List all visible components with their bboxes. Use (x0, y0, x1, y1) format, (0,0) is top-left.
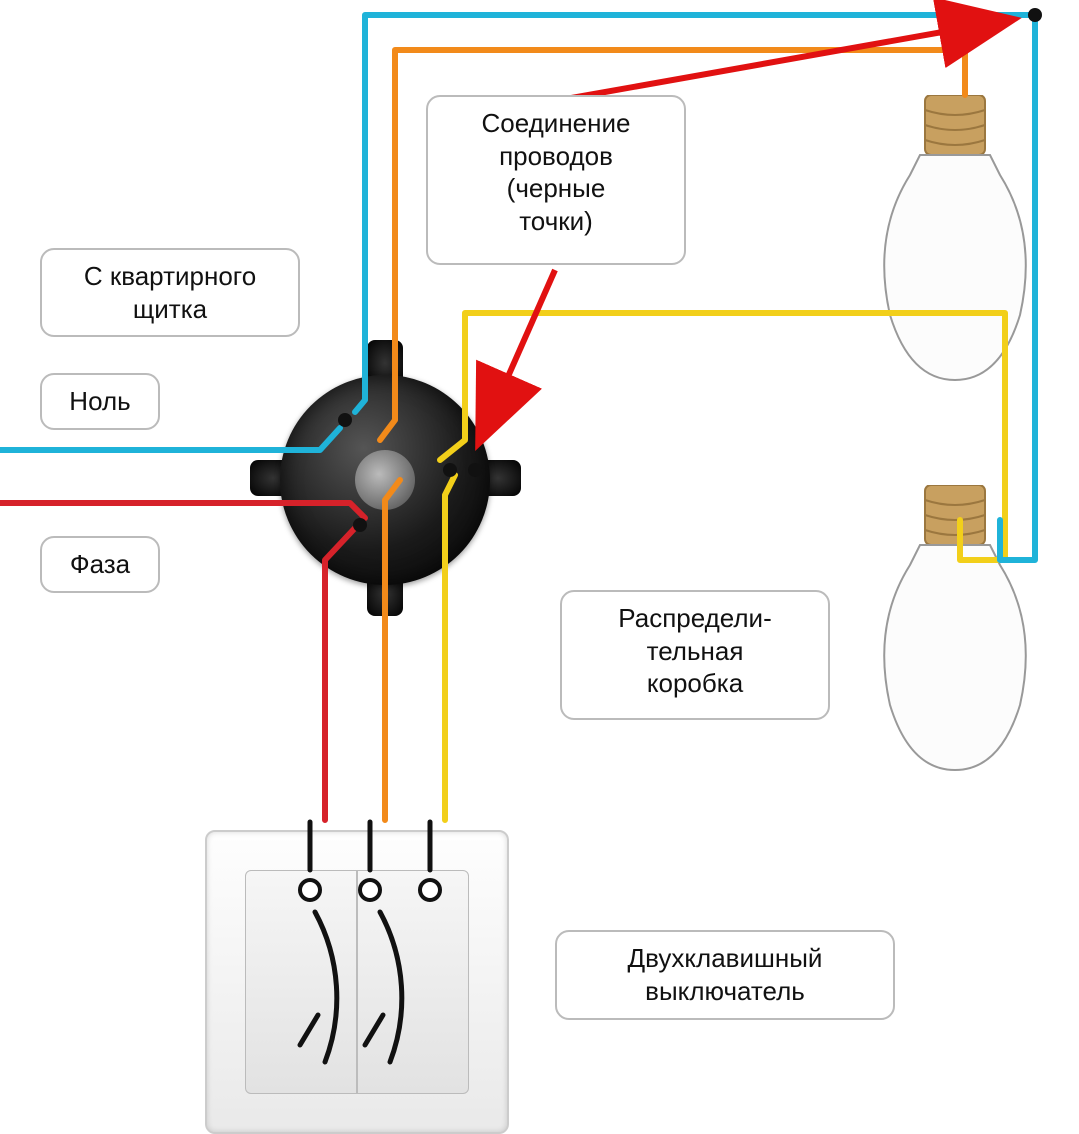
arrow-to-jbox (480, 270, 555, 440)
switch-divider (356, 871, 358, 1093)
double-switch[interactable] (205, 830, 509, 1134)
bulb-1 (870, 95, 1040, 385)
label-switch: Двухклавишный выключатель (555, 930, 895, 1020)
switch-rockers[interactable] (245, 870, 469, 1094)
label-junction: Распредели- тельная коробка (560, 590, 830, 720)
label-connections: Соединение проводов (черные точки) (426, 95, 686, 265)
arrow-to-node-top (560, 20, 1010, 100)
label-phase: Фаза (40, 536, 160, 593)
connection-node-4 (1028, 8, 1042, 22)
label-neutral: Ноль (40, 373, 160, 430)
wiring-diagram: С квартирного щитка Ноль Фаза Соединение… (0, 0, 1079, 1134)
label-from-panel: С квартирного щитка (40, 248, 300, 337)
junction-box (280, 375, 490, 585)
bulb-2 (870, 485, 1040, 775)
